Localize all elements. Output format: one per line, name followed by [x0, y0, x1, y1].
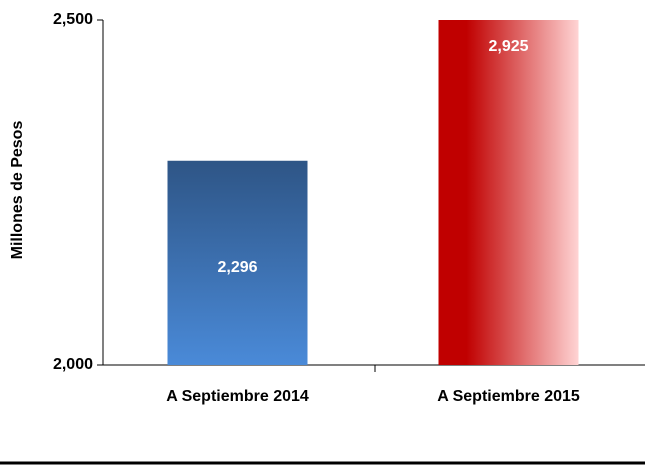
value-label: 2,296	[217, 259, 257, 276]
x-tick-label: A Septiembre 2015	[437, 388, 580, 405]
x-tick-label: A Septiembre 2014	[166, 388, 309, 405]
value-label: 2,925	[488, 38, 528, 55]
y-tick-label: 2,000	[53, 356, 93, 373]
bar	[167, 160, 308, 365]
y-axis-label: Millones de Pesos	[9, 121, 26, 260]
bar	[438, 20, 579, 365]
y-tick-label: 2,500	[53, 11, 93, 28]
